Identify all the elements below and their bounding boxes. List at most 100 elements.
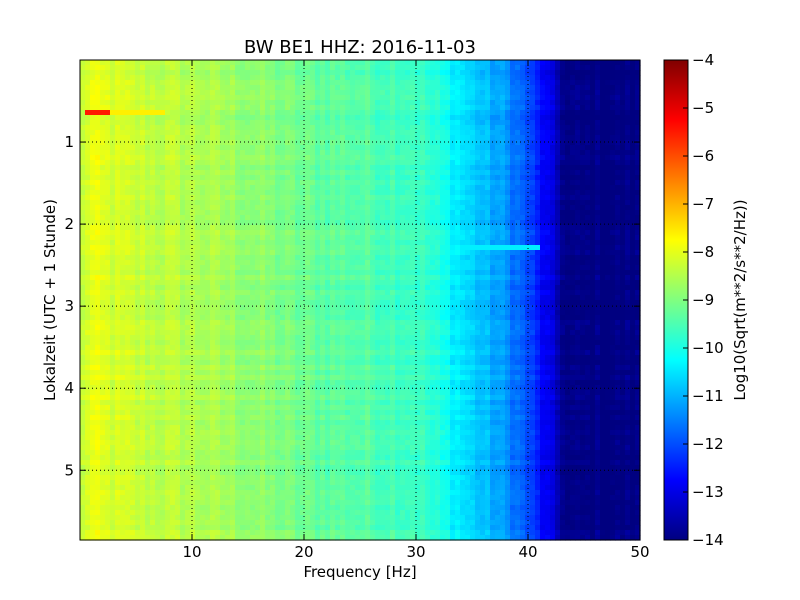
heatmap-cell [410,200,416,206]
heatmap-cell [105,265,111,271]
heatmap-cell [145,205,151,211]
heatmap-cell [415,80,421,86]
heatmap-cell [550,255,556,261]
heatmap-cell [380,135,386,141]
heatmap-cell [515,265,521,271]
heatmap-cell [175,80,181,86]
heatmap-cell [290,75,296,81]
heatmap-cell [435,110,441,116]
heatmap-cell [95,185,101,191]
heatmap-cell [585,165,591,171]
heatmap-cell [445,245,451,251]
heatmap-cell [130,135,136,141]
heatmap-cell [525,140,531,146]
heatmap-cell [380,225,386,231]
heatmap-cell [200,155,206,161]
heatmap-cell [610,195,616,201]
heatmap-cell [635,100,641,106]
heatmap-cell [110,155,116,161]
heatmap-cell [520,60,526,66]
heatmap-cell [455,125,461,131]
heatmap-cell [125,135,131,141]
heatmap-cell [190,70,196,76]
heatmap-cell [210,250,216,256]
heatmap-cell [420,235,426,241]
heatmap-cell [500,145,506,151]
heatmap-cell [185,125,191,131]
heatmap-cell [120,85,126,91]
heatmap-cell [250,170,256,176]
heatmap-cell [505,265,511,271]
heatmap-cell [240,245,246,251]
heatmap-cell [120,185,126,191]
heatmap-cell [345,70,351,76]
heatmap-cell [220,85,226,91]
heatmap-cell [545,70,551,76]
heatmap-cell [375,225,381,231]
heatmap-cell [225,85,231,91]
heatmap-cell [435,225,441,231]
heatmap-cell [600,130,606,136]
heatmap-cell [130,175,136,181]
heatmap-cell [275,235,281,241]
heatmap-cell [115,240,121,246]
heatmap-cell [585,105,591,111]
heatmap-cell [110,105,116,111]
heatmap-cell [105,240,111,246]
heatmap-cell [140,205,146,211]
heatmap-cell [525,215,531,221]
heatmap-cell [295,65,301,71]
heatmap-cell [120,105,126,111]
heatmap-cell [325,240,331,246]
heatmap-cell [235,70,241,76]
heatmap-cell [385,115,391,121]
heatmap-cell [335,160,341,166]
heatmap-cell [465,205,471,211]
heatmap-cell [260,100,266,106]
heatmap-cell [625,270,631,276]
heatmap-cell [125,220,131,226]
heatmap-cell [445,60,451,66]
heatmap-cell [495,255,501,261]
heatmap-cell [485,175,491,181]
heatmap-cell [275,270,281,276]
heatmap-cell [410,85,416,91]
heatmap-cell [450,200,456,206]
heatmap-cell [90,95,96,101]
heatmap-cell [365,215,371,221]
heatmap-cell [480,220,486,226]
heatmap-cell [345,185,351,191]
heatmap-cell [285,160,291,166]
heatmap-cell [95,60,101,66]
heatmap-cell [625,175,631,181]
heatmap-cell [495,275,501,281]
heatmap-cell [200,215,206,221]
heatmap-cell [325,75,331,81]
heatmap-cell [280,60,286,66]
heatmap-cell [485,250,491,256]
heatmap-cell [185,160,191,166]
heatmap-cell [285,210,291,216]
heatmap-cell [605,155,611,161]
heatmap-cell [470,75,476,81]
heatmap-cell [360,280,366,286]
heatmap-cell [470,110,476,116]
heatmap-cell [140,220,146,226]
heatmap-cell [370,70,376,76]
heatmap-cell [405,240,411,246]
heatmap-cell [330,70,336,76]
heatmap-cell [245,230,251,236]
heatmap-cell [280,110,286,116]
heatmap-cell [335,115,341,121]
heatmap-cell [125,185,131,191]
heatmap-cell [295,265,301,271]
heatmap-cell [470,145,476,151]
heatmap-cell [425,70,431,76]
heatmap-cell [140,225,146,231]
heatmap-cell [180,220,186,226]
heatmap-cell [555,215,561,221]
heatmap-cell [350,190,356,196]
heatmap-cell [580,155,586,161]
heatmap-cell [520,145,526,151]
heatmap-cell [230,85,236,91]
